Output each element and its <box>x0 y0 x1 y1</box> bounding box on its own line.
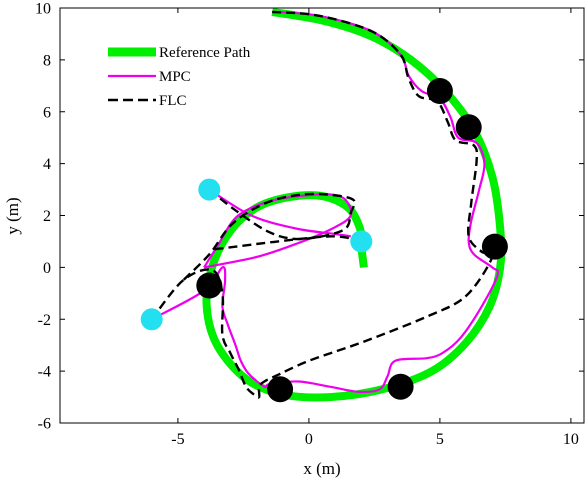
y-tick-label: 4 <box>43 156 51 173</box>
obstacle-marker-4 <box>267 376 294 403</box>
y-tick-label: -6 <box>38 416 51 433</box>
x-axis-label: x (m) <box>303 459 340 478</box>
series-segment-flc-3 <box>214 235 354 251</box>
y-tick-label: 10 <box>35 1 51 18</box>
y-tick-label: 8 <box>43 52 51 69</box>
obstacle-marker-5 <box>196 272 223 299</box>
start-marker-8 <box>140 308 163 331</box>
y-tick-label: 0 <box>43 260 51 277</box>
series-segment-flc-2 <box>182 188 356 282</box>
series-segment-mpc-1 <box>208 188 351 238</box>
obstacle-marker-3 <box>387 373 414 400</box>
legend-label-2: FLC <box>159 93 187 109</box>
ticks: -5 0 5 10 -6 -4 -2 0 2 4 6 8 10 <box>35 1 584 448</box>
legend-label-1: MPC <box>159 69 191 85</box>
start-marker-6 <box>198 178 221 201</box>
x-tick-label: 5 <box>436 431 444 448</box>
obstacle-marker-2 <box>481 233 508 260</box>
plot-area <box>140 8 508 403</box>
y-axis-label: y (m) <box>3 197 22 234</box>
legend: Reference Path MPC FLC <box>108 45 251 109</box>
x-tick-label: -5 <box>171 431 184 448</box>
y-tick-label: 6 <box>43 104 51 121</box>
start-marker-7 <box>350 230 373 253</box>
x-tick-label: 0 <box>305 431 313 448</box>
legend-label-0: Reference Path <box>159 45 251 61</box>
series-line-flc <box>150 10 494 399</box>
y-tick-label: 2 <box>43 208 51 225</box>
x-tick-label: 10 <box>563 431 579 448</box>
obstacle-marker-0 <box>426 78 453 104</box>
obstacle-marker-1 <box>455 114 482 141</box>
y-tick-label: -2 <box>38 312 51 329</box>
y-tick-label: -4 <box>38 364 51 381</box>
